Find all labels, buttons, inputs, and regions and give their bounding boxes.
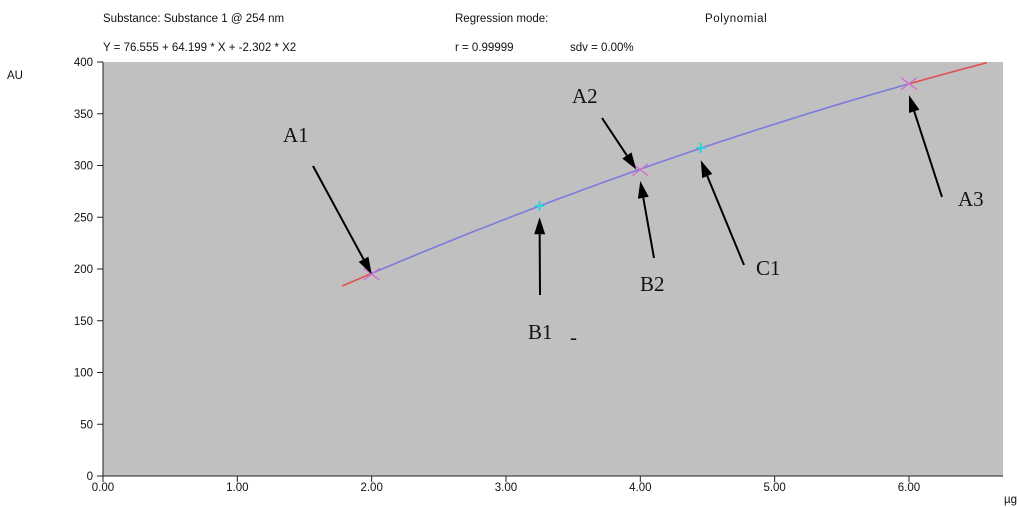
y-tick-label: 250 [74,212,93,224]
y-tick-label: 0 [87,471,93,483]
regression-mode-label: Regression mode: [455,13,549,25]
markers [363,77,918,281]
x-tick-label: 3.00 [495,482,517,494]
standard-marker [900,77,918,91]
curve-extrapolation-high [908,61,988,85]
x-tick-label: 0.00 [92,482,114,494]
sample-marker [534,200,545,211]
annotation-arrow [312,165,372,275]
y-tick-label: 150 [74,316,93,328]
curve-extrapolation-low [341,272,372,287]
annotation-arrow [909,95,943,198]
y-axis-label: AU [7,70,23,82]
x-tick-label: 1.00 [226,482,248,494]
regression-equation: Y = 76.555 + 64.199 * X + -2.302 * X2 [103,42,297,54]
y-tick-label: 50 [80,419,93,431]
plot-area [103,62,1003,476]
annotation-arrow [601,117,637,170]
y-tick-label: 100 [74,368,93,380]
annotation-label-c1: C1 [756,256,781,280]
axes: 0 50 100 150 200 250 300 350 400 0.00 1.00 2.00 3.00… [7,57,1017,506]
annotation-label-b1: B1 [528,320,553,344]
x-tick-label: 5.00 [763,482,785,494]
x-tick-label: 6.00 [898,482,920,494]
substance-label: Substance: Substance 1 @ 254 nm [103,13,285,25]
annotation-arrow [637,181,655,259]
annotation-arrow [700,160,745,266]
sample-marker [695,142,706,153]
standard-marker [363,267,381,281]
x-tick-label: 4.00 [629,482,651,494]
y-tick-label: 350 [74,109,93,121]
y-tick-label: 300 [74,161,93,173]
annotation-label-a3: A3 [958,187,984,211]
annotation-label-b2: B2 [640,272,665,296]
y-tick-label: 400 [74,57,93,69]
stray-mark: - [570,325,577,349]
y-tick-label: 200 [74,264,93,276]
sdv-value: sdv = 0.00% [570,42,634,54]
annotation-arrow [534,217,546,296]
regression-mode-value: Polynomial [705,13,768,25]
correlation-value: r = 0.99999 [455,42,514,54]
x-tick-label: 2.00 [360,482,382,494]
annotations: A1 A2 B2 B1 C1 A3 - [283,84,984,349]
annotation-label-a2: A2 [572,84,598,108]
annotation-label-a1: A1 [283,123,309,147]
x-axis-label: µg [1004,494,1017,506]
